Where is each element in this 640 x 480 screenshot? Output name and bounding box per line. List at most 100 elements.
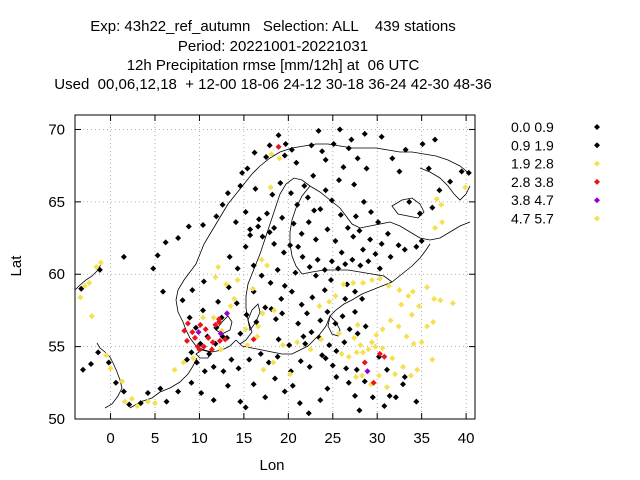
coastline-map [74,143,471,409]
data-point-s0-78 [447,178,454,185]
x-tick-label-0: 0 [106,430,114,447]
legend-marker-5 [594,215,600,222]
data-points [77,126,472,417]
data-point-s0-51 [242,243,249,250]
data-point-s0-221 [278,295,285,302]
data-point-s2-97 [398,301,405,308]
data-point-s2-55 [449,300,456,307]
data-point-s0-7 [263,153,270,160]
data-point-s0-54 [267,279,274,286]
data-point-s0-22 [294,201,301,208]
data-point-s0-41 [338,249,345,256]
data-point-s0-184 [200,222,206,229]
data-point-s0-126 [210,363,217,370]
data-point-s0-229 [329,362,336,369]
data-point-s0-33 [271,224,278,231]
data-point-s0-177 [96,266,103,273]
y-axis-label: Lat [8,255,25,277]
data-point-s0-21 [304,194,311,201]
data-point-s2-18 [244,342,251,349]
data-point-s0-119 [274,353,281,360]
data-point-s3-17 [376,350,383,357]
grid [75,115,475,420]
data-point-s3-9 [205,334,212,341]
data-point-s0-207 [356,227,363,234]
data-point-s0-200 [271,240,278,247]
data-point-s0-150 [353,366,360,373]
data-point-s2-40 [416,303,422,310]
data-point-s0-141 [272,375,278,382]
data-point-s0-125 [220,368,227,375]
legend-label-1: 0.9 1.9 [511,137,554,153]
data-point-s0-143 [289,382,296,389]
data-point-s0-43 [360,246,366,253]
data-point-s2-0 [81,282,88,289]
data-point-s0-75 [416,210,423,217]
data-point-s0-175 [80,366,86,373]
data-point-s0-146 [317,397,324,404]
data-point-s2-67 [365,346,372,353]
data-point-s2-22 [280,342,286,349]
data-point-s2-31 [373,332,380,339]
data-point-s0-38 [312,236,319,243]
data-point-s0-151 [361,378,368,385]
data-point-s0-81 [425,165,432,172]
data-point-s2-68 [338,350,345,357]
data-point-s0-235 [400,381,406,388]
data-point-s0-116 [297,358,304,365]
data-point-s2-36 [410,340,417,347]
data-point-s0-123 [235,365,242,372]
data-point-s0-60 [314,256,321,263]
data-point-s2-82 [267,184,274,191]
data-point-s2-8 [119,378,126,385]
data-point-s2-26 [336,330,342,337]
data-point-s0-87 [419,140,426,147]
data-point-s2-9 [121,398,128,405]
data-point-s0-19 [328,197,335,204]
legend-marker-2 [594,160,600,167]
data-point-s2-38 [424,323,430,330]
data-point-s0-166 [157,385,164,392]
title-line-2: Period: 20221001-20221031 [177,38,369,55]
data-point-s2-34 [395,323,402,330]
data-point-s2-81 [276,155,283,162]
data-point-s0-232 [369,394,376,401]
data-point-s0-222 [275,336,282,343]
data-point-s0-115 [319,352,326,359]
data-point-s0-66 [357,262,364,269]
data-point-s2-10 [128,395,135,402]
data-point-s0-68 [376,265,383,272]
data-point-s0-72 [413,243,420,250]
data-point-s0-74 [406,198,413,205]
data-point-s2-92 [200,314,206,321]
data-point-s2-96 [372,343,379,350]
data-point-s0-57 [292,269,299,276]
data-point-s0-45 [375,219,382,226]
data-point-s0-26 [264,210,270,217]
data-point-s0-117 [306,363,313,370]
data-point-s0-204 [337,211,344,218]
data-point-s0-219 [298,301,305,308]
data-point-s2-65 [357,342,364,349]
data-point-s0-137 [200,307,206,314]
x-tick-label-1: 5 [151,430,159,447]
data-point-s2-46 [360,279,366,286]
data-point-s0-161 [210,397,217,404]
data-point-s0-147 [324,385,331,392]
data-point-s0-193 [354,155,361,162]
data-point-s0-50 [234,265,241,272]
data-point-s0-191 [310,172,317,179]
data-point-s0-208 [378,240,385,247]
data-point-s0-32 [259,233,266,240]
data-point-s0-109 [352,308,358,315]
data-point-s2-6 [103,352,110,359]
data-point-s2-4 [77,294,84,301]
data-point-s0-213 [344,281,350,288]
data-point-s2-47 [350,279,357,286]
y-tick-label-1: 55 [48,339,65,356]
data-point-s0-142 [281,388,288,395]
data-point-s2-72 [254,333,261,340]
data-point-s0-69 [387,253,394,260]
data-point-s0-62 [328,258,335,265]
data-point-s0-201 [280,249,287,256]
